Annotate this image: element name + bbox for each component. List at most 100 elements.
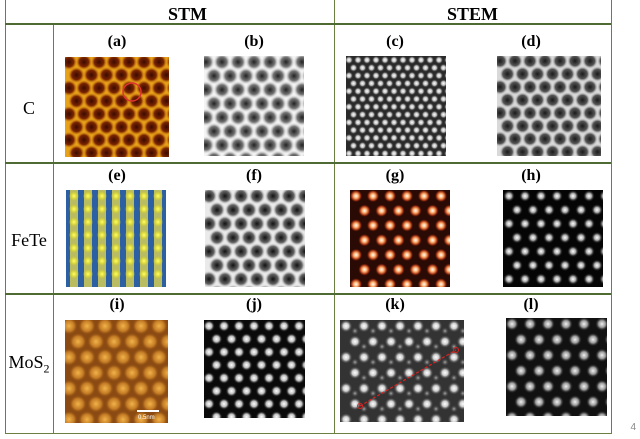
te-atom (83, 256, 93, 266)
fete-atom (511, 203, 523, 216)
mos2-atom (577, 379, 591, 394)
mos2-spot (78, 379, 96, 398)
mos2-spot (114, 348, 132, 367)
carbon-atom (439, 94, 446, 104)
mos2-atom (506, 379, 519, 394)
graphene-hole (293, 136, 304, 155)
carbon-atom (376, 141, 385, 150)
te-atom (139, 269, 149, 279)
fete-atom (443, 263, 450, 277)
carbon-atom (371, 133, 381, 143)
graphene-hole (91, 80, 107, 96)
mos2-atom (263, 320, 275, 332)
te-atom (139, 256, 149, 266)
header-divider (5, 23, 611, 25)
fete-atom (511, 231, 523, 244)
fete-atom (350, 277, 363, 287)
fete-hole (304, 234, 305, 241)
mos2-spot (150, 348, 168, 367)
fete-atom (559, 259, 571, 272)
fete-atom (535, 190, 547, 202)
te-atom (153, 191, 163, 201)
graphene-hole (514, 66, 531, 82)
mos2-atom (293, 346, 305, 358)
carbon-atom (385, 125, 394, 135)
mos2-atom (402, 335, 416, 349)
fete-hole (304, 207, 305, 213)
graphene-hole (529, 66, 546, 82)
panel-h-sim-fete (503, 190, 603, 287)
mos2-s-atom (432, 373, 440, 382)
mos2-atom (300, 385, 305, 397)
graphene-hole (253, 122, 271, 141)
fete-atom (409, 263, 422, 277)
mos2-atom (366, 397, 380, 411)
graphene-hole (121, 131, 137, 148)
mos2-atom (340, 320, 353, 333)
fete-atom (543, 259, 555, 272)
mos2-atom (375, 413, 389, 422)
row-label-c: C (22, 98, 35, 118)
fete-atom (583, 245, 595, 258)
te-atom (83, 217, 93, 227)
carbon-atom (353, 133, 363, 143)
te-atom (97, 256, 107, 266)
fete-hole (216, 242, 234, 260)
graphene-hole (121, 80, 137, 96)
panel-label-c: (c) (386, 33, 404, 50)
carbon-atom (398, 102, 408, 111)
mos2-spot (96, 348, 114, 367)
graphene-hole (213, 80, 231, 99)
graphene-hole (269, 94, 287, 113)
mos2-s-atom (450, 342, 458, 351)
fete-atom (400, 218, 414, 232)
carbon-atom (389, 56, 399, 65)
mos2-atom (270, 359, 283, 371)
mos2-s-atom (441, 420, 449, 422)
panel-i-stm-mos2: 0.5nm (65, 320, 168, 423)
graphene-hole (151, 80, 167, 96)
fete-atom (591, 259, 603, 272)
graphene-hole (269, 66, 287, 85)
mos2-atom (225, 385, 238, 397)
mos2-atom (568, 363, 582, 378)
mos2-atom (204, 320, 215, 332)
carbon-atom (407, 56, 417, 65)
mos2-atom (541, 379, 555, 394)
graphene-hole (245, 80, 263, 99)
graphene-hole (522, 105, 538, 121)
mos2-spot (105, 332, 123, 351)
mos2-s-atom (405, 358, 413, 367)
panel-d-sim-graphene (497, 56, 601, 156)
line-profile-end (357, 403, 363, 409)
graphene-hole (205, 66, 223, 85)
carbon-atom (412, 110, 421, 119)
te-atom (139, 243, 149, 253)
fete-hole (224, 229, 242, 247)
mos2-atom (285, 333, 298, 345)
fete-atom (417, 190, 431, 203)
mos2-atom (357, 381, 371, 395)
carbon-atom (349, 141, 358, 150)
fete-atom (350, 190, 363, 203)
mos2-atom (447, 320, 461, 333)
mos2-atom (375, 350, 389, 364)
fete-atom (443, 233, 450, 247)
graphene-hole (537, 105, 553, 121)
carbon-atom (425, 133, 435, 143)
mos2-atom (348, 397, 362, 411)
panel-label-d: (d) (521, 33, 541, 50)
te-atom (69, 191, 79, 201)
mos2-atom (204, 372, 215, 384)
carbon-atom (443, 71, 446, 80)
mos2-spot (65, 410, 78, 423)
fete-hole (240, 201, 258, 219)
mos2-atom (532, 332, 546, 347)
carbon-atom (380, 71, 390, 80)
panel-a-stm-graphene (65, 57, 169, 157)
graphene-hole (597, 80, 601, 94)
mos2-spot (132, 348, 150, 367)
te-atom (125, 256, 135, 266)
carbon-atom (380, 118, 390, 127)
carbon-atom (412, 141, 421, 150)
